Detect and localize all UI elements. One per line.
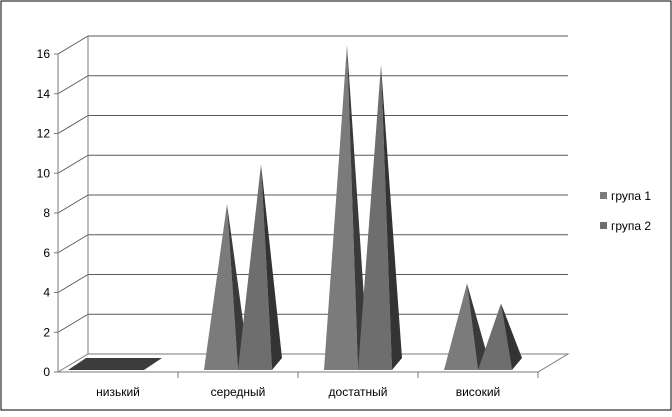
y-tick-label: 4 <box>43 286 50 300</box>
pyramid-bar-side <box>381 64 402 370</box>
y-tick-label: 12 <box>37 127 51 141</box>
pyramid-bar <box>204 204 238 370</box>
gridline-side <box>57 313 89 333</box>
y-tick-label: 8 <box>43 206 50 220</box>
pyramid-bar <box>478 303 512 370</box>
y-tick-label: 14 <box>37 87 51 101</box>
chart-floor <box>56 353 570 373</box>
legend: група 1 група 2 <box>600 189 651 233</box>
pyramid-bar <box>324 45 358 370</box>
legend-label: група 1 <box>611 189 651 203</box>
gridline-side <box>57 35 89 55</box>
pyramid-bar-side <box>467 283 488 370</box>
y-tick-label: 6 <box>43 246 50 260</box>
pyramid-bar <box>238 164 272 370</box>
x-tick-label: високий <box>456 385 501 399</box>
pyramid-bar-side <box>347 45 368 370</box>
y-tick-label: 10 <box>37 166 51 180</box>
legend-swatch <box>600 222 607 229</box>
gridline-side <box>57 274 89 293</box>
gridline-side <box>57 115 89 134</box>
x-tick-label: низький <box>96 385 140 399</box>
pyramid-bars <box>68 45 522 370</box>
x-axis-ticks: низький середный достатный високий <box>96 372 539 399</box>
gridlines <box>57 35 568 333</box>
bar-zero-marker <box>68 358 162 370</box>
gridline-side <box>57 194 89 214</box>
pyramid-bar-side <box>501 303 522 370</box>
x-tick-label: середный <box>211 385 266 399</box>
legend-swatch <box>600 192 607 199</box>
x-tick-label: достатный <box>329 385 388 399</box>
y-tick-label: 16 <box>37 47 51 61</box>
pyramid-bar <box>358 64 392 370</box>
y-tick-label: 2 <box>43 325 50 339</box>
y-tick-label: 0 <box>43 365 50 379</box>
gridline-side <box>57 154 89 174</box>
y-axis-ticks: 0 2 4 6 8 10 12 14 16 <box>37 47 58 379</box>
pyramid-bar-side <box>261 164 282 370</box>
gridline-side <box>57 75 89 95</box>
legend-label: група 2 <box>611 219 651 233</box>
gridline-side <box>57 234 89 254</box>
pyramid-bar <box>444 283 478 370</box>
